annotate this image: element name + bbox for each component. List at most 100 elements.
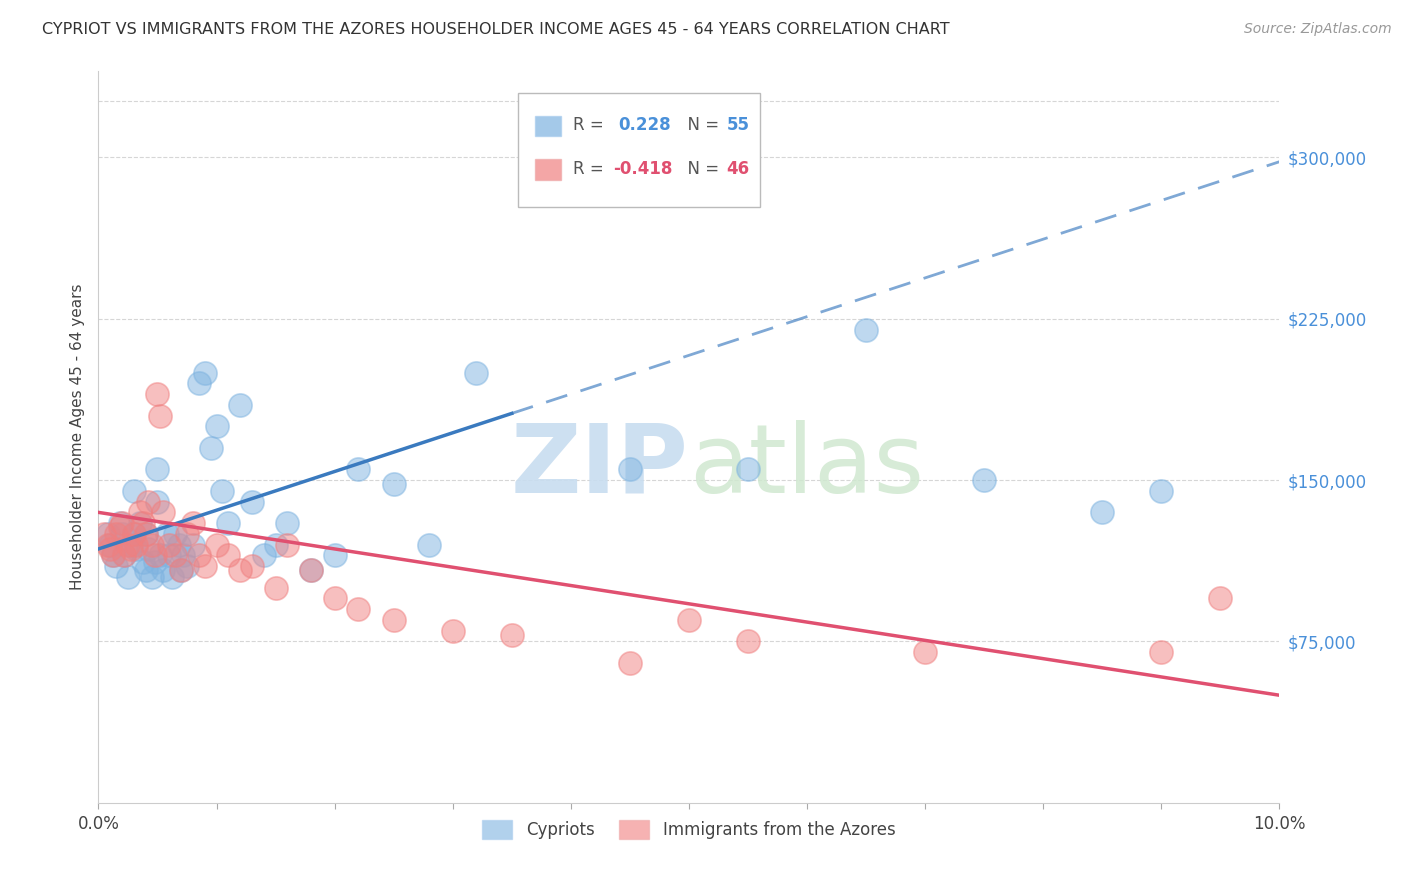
Point [152,564,174,578]
Point [187,549,209,563]
Point [160,570,183,584]
Point [156,527,179,541]
Text: 0.228: 0.228 [619,116,671,134]
Point [737,462,759,476]
Point [194,559,217,574]
Point [136,494,159,508]
Point [135,527,157,541]
Point [122,483,145,498]
Text: 46: 46 [727,160,749,178]
Point [276,538,298,552]
Point [181,538,204,552]
Point [121,541,143,556]
Point [1150,483,1173,498]
Point [737,634,759,648]
Point [98,541,121,556]
Point [229,564,252,578]
Point [855,322,877,336]
Point [170,564,193,578]
Point [172,549,194,563]
Point [347,462,370,476]
Point [347,602,370,616]
Point [264,581,287,595]
Point [146,494,169,508]
Point [135,527,157,541]
Point [117,538,139,552]
Point [1091,505,1114,519]
Text: Source: ZipAtlas.com: Source: ZipAtlas.com [1244,22,1392,37]
Text: R =: R = [574,116,614,134]
Point [181,516,204,530]
Y-axis label: Householder Income Ages 45 - 64 years: Householder Income Ages 45 - 64 years [69,284,84,591]
Text: ZIP: ZIP [510,420,689,513]
Point [108,520,131,534]
Point [217,549,239,563]
Point [205,419,228,434]
Point [121,538,143,552]
Point [105,559,128,574]
Point [465,366,488,380]
Point [157,538,180,552]
Point [136,541,159,556]
Point [205,538,228,552]
Point [117,570,139,584]
Point [323,549,346,563]
Point [200,441,222,455]
Point [112,549,135,563]
Point [108,516,131,530]
Point [97,538,120,552]
Text: atlas: atlas [689,420,924,513]
Point [93,527,115,541]
Point [240,494,263,508]
Point [170,564,193,578]
Text: N =: N = [678,160,724,178]
Point [146,387,169,401]
Point [141,538,163,552]
FancyBboxPatch shape [517,94,759,207]
Point [194,366,217,380]
Point [914,645,936,659]
Point [122,527,145,541]
Point [125,541,148,556]
Text: 55: 55 [727,116,749,134]
Point [157,549,180,563]
Text: CYPRIOT VS IMMIGRANTS FROM THE AZORES HOUSEHOLDER INCOME AGES 45 - 64 YEARS CORR: CYPRIOT VS IMMIGRANTS FROM THE AZORES HO… [42,22,950,37]
Point [132,555,155,569]
Text: R =: R = [574,160,609,178]
Point [128,505,150,519]
Text: N =: N = [678,116,724,134]
Point [1150,645,1173,659]
Point [143,555,166,569]
Point [619,656,641,670]
Point [122,527,145,541]
Point [211,483,233,498]
Point [187,376,209,391]
Point [678,613,700,627]
Point [217,516,239,530]
Point [149,549,172,563]
Legend: Cypriots, Immigrants from the Azores: Cypriots, Immigrants from the Azores [475,814,903,846]
Point [176,527,198,541]
Point [132,516,155,530]
Point [112,549,135,563]
Bar [536,116,561,136]
Point [299,564,322,578]
Point [101,549,124,563]
Text: -0.418: -0.418 [613,160,672,178]
Point [240,559,263,574]
Point [382,477,405,491]
Point [101,549,124,563]
Point [619,462,641,476]
Point [973,473,995,487]
Point [253,549,276,563]
Point [141,570,163,584]
Point [111,516,134,530]
Point [299,564,322,578]
Point [418,538,440,552]
Point [382,613,405,627]
Point [152,505,174,519]
Point [128,516,150,530]
Point [98,538,121,552]
Point [105,527,128,541]
Point [111,527,134,541]
